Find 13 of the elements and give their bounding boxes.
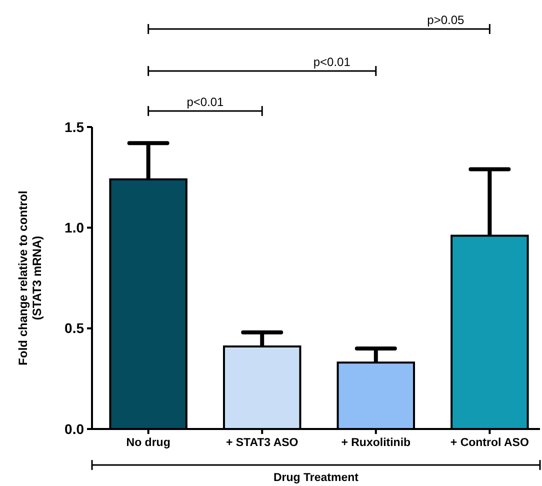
y-tick-label: 1.0 (64, 220, 84, 236)
text: p<0.01 (186, 95, 224, 109)
y-tick-label: 0.0 (64, 420, 84, 437)
x-axis-title: Drug Treatment (274, 472, 359, 484)
text: p<0.01 (313, 55, 351, 69)
x-tick-label: + Control ASO (450, 437, 529, 449)
x-tick-label: No drug (126, 437, 170, 449)
text: p>0.05 (427, 13, 465, 27)
y-tick-label: 1.5 (64, 118, 84, 135)
x-tick-label: + Ruxolitinib (341, 437, 411, 449)
y-axis-title: Fold change relative to control (STAT3 mRNA) (16, 190, 44, 366)
y-tick-label: 0.5 (64, 320, 84, 336)
x-tick-label: + STAT3 ASO (226, 437, 298, 449)
